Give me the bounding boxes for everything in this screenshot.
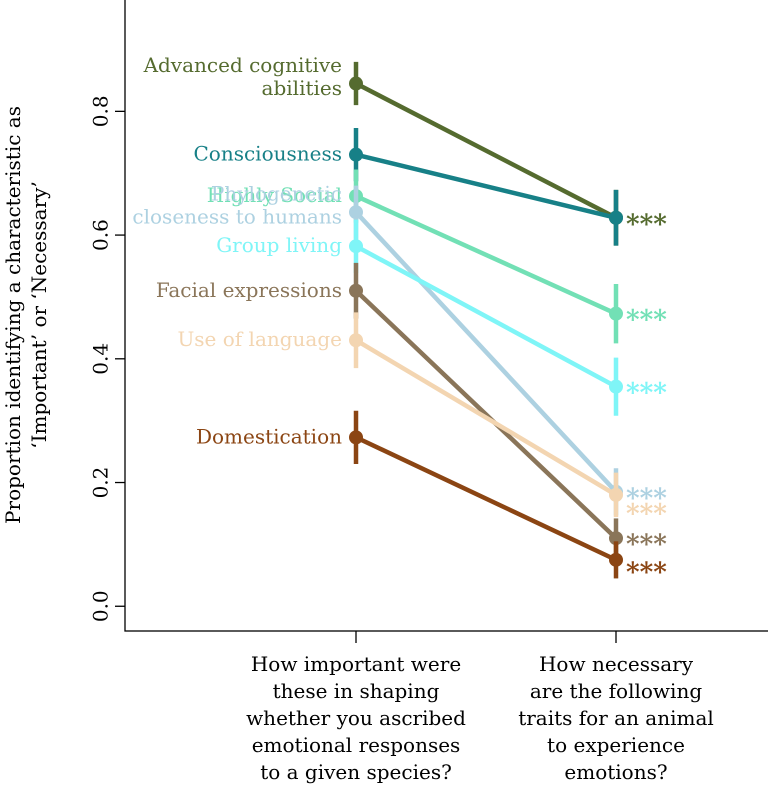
significance-marker: ***: [626, 484, 667, 514]
x-category-label-line: traits for an animal: [518, 706, 714, 730]
y-axis-label-line: Proportion identifying a characteristic …: [1, 106, 25, 524]
series-line: [353, 152, 619, 221]
plot-frame: [124, 0, 768, 632]
x-category-label-line: emotional responses: [252, 733, 461, 757]
data-point: [349, 76, 363, 91]
significance-marker: ***: [626, 499, 667, 529]
series-label: Domestication: [196, 424, 342, 448]
y-tick-label: 0.8: [89, 95, 113, 127]
x-category-label-line: whether you ascribed: [246, 706, 466, 730]
data-point: [609, 379, 623, 394]
series-label-line: Consciousness: [193, 141, 342, 165]
x-category-label: How necessary are the following traits for…: [518, 652, 714, 784]
significance-marker: ***: [626, 306, 667, 336]
series-label-line: Phylogenetic: [211, 181, 342, 205]
series-label: Consciousness: [193, 141, 342, 165]
significance-marker: ***: [626, 558, 667, 588]
series-line: [353, 81, 619, 221]
y-axis-label: Proportion identifying a characteristic …: [1, 106, 51, 524]
series-label: Advanced cognitive abilities: [143, 53, 342, 100]
x-category-label-line: are the following: [530, 679, 702, 703]
series-advanced-cognitive-abilities: [349, 61, 623, 246]
series-domestication: [349, 410, 623, 579]
significance-marker: ***: [626, 379, 667, 409]
series-label: Group living: [216, 233, 342, 257]
series-label: Use of language: [177, 327, 342, 351]
y-tick-label: 0.4: [89, 343, 113, 375]
series-line: [353, 288, 619, 541]
series-label: Highly Social: [207, 183, 342, 207]
series-label: Phylogenetic closeness to humans: [132, 181, 342, 228]
x-category-label-line: to experience: [547, 733, 685, 757]
series-label-line: Facial expressions: [156, 277, 342, 301]
series-label-line: Use of language: [177, 327, 342, 351]
data-point: [609, 306, 623, 321]
y-tick-label: 0.2: [89, 467, 113, 499]
series-labels: Advanced cognitive abilities Consciousness…: [132, 53, 342, 448]
series-line: [353, 243, 619, 389]
data-point: [349, 205, 363, 220]
series-facial-expressions: [349, 262, 623, 559]
significance-marker: ***: [626, 530, 667, 560]
data-point: [349, 147, 363, 162]
series-phylogenetic-closeness-to-humans: [349, 185, 623, 516]
series-label-line: Advanced cognitive: [143, 53, 342, 77]
x-category-label-line: How necessary: [539, 652, 694, 676]
series-label-line: abilities: [262, 76, 342, 100]
series-group-living: [349, 219, 623, 416]
x-category-label: How important were these in shaping whethe…: [246, 652, 466, 784]
y-tick-label: 0.6: [89, 219, 113, 251]
series-line: [353, 193, 619, 316]
y-axis-label-line: ‘Important’ or ‘Necessary’: [27, 181, 51, 449]
data-point: [609, 487, 623, 502]
data-point: [349, 239, 363, 254]
x-category-label-line: How important were: [251, 652, 461, 676]
series-consciousness: [349, 128, 623, 246]
data-point: [609, 552, 623, 567]
series-label-line: Highly Social: [207, 183, 342, 207]
series-line: [353, 435, 619, 563]
y-tick-label: 0.0: [89, 590, 113, 622]
data-point: [609, 210, 623, 225]
series-line: [353, 209, 619, 495]
data-point: [349, 283, 363, 298]
significance-markers: *********************: [626, 210, 667, 588]
data-point: [349, 333, 363, 348]
series-use-of-language: [349, 312, 623, 518]
x-category-label-line: emotions?: [564, 760, 667, 784]
series-label-line: Group living: [216, 233, 342, 257]
x-category-label-line: to a given species?: [260, 760, 452, 784]
data-point: [349, 430, 363, 445]
y-axis: 0.0 0.2 0.4 0.6 0.8: [89, 95, 125, 622]
series-line: [353, 337, 619, 498]
series-label-line: Domestication: [196, 424, 342, 448]
series-label-line: closeness to humans: [132, 204, 342, 228]
series-label: Facial expressions: [156, 277, 342, 301]
significance-marker: ***: [626, 210, 667, 240]
series-lines: [349, 61, 623, 579]
x-category-label-line: these in shaping: [273, 679, 440, 703]
x-axis: How important were these in shaping whethe…: [246, 631, 714, 784]
data-point: [609, 531, 623, 546]
